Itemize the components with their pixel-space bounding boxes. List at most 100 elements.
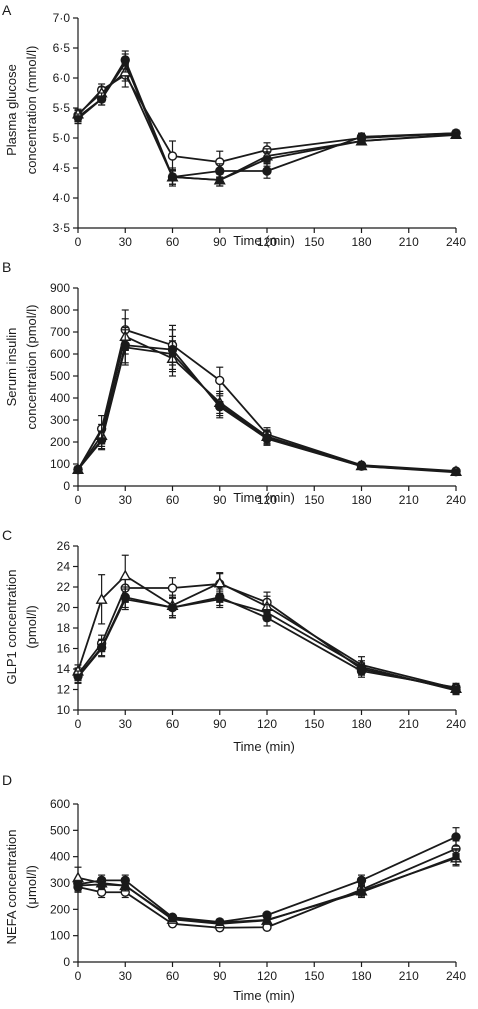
panel-d-series-line xyxy=(77,855,457,924)
panel-d-plot: 0 30 60 90 120 150 180 210 240 0 100 200 300 400 500 60… xyxy=(50,797,466,983)
panel-c-point-open-circle xyxy=(167,583,178,593)
panel-b-letter: B xyxy=(2,259,11,275)
panel-b-y-tick-label: 500 xyxy=(50,369,70,383)
panel-b-ylabel-line2: concentration (pmol/l) xyxy=(24,305,39,430)
panel-d-x-tick-label: 30 xyxy=(119,969,133,983)
panel-c-series-filled-square xyxy=(74,588,460,696)
panel-b-series-open-circle xyxy=(73,309,461,476)
panel-a-y-tick-label: 7·0 xyxy=(53,11,71,25)
panel-d-series-filled-square xyxy=(74,848,460,927)
panel-d-point-filled-square xyxy=(74,882,82,890)
panel-d-series-line xyxy=(77,857,457,925)
panel-c-x-tick-label: 120 xyxy=(257,717,277,731)
panel-c-x-tick-label: 60 xyxy=(166,717,180,731)
panel-a-x-tick-label: 30 xyxy=(119,235,133,249)
panel-d-point-filled-circle xyxy=(356,875,367,886)
panel-d-point-filled-square xyxy=(263,916,271,924)
panel-d-x-tick-label: 210 xyxy=(399,969,419,983)
panel-b-series-line xyxy=(77,346,457,474)
panel-b-x-tick-label: 90 xyxy=(213,493,227,507)
panel-a-letter: A xyxy=(2,2,12,18)
panel-b-point-filled-square xyxy=(263,434,271,442)
panel-c-series-line xyxy=(77,574,457,690)
panel-b-y-tick-label: 300 xyxy=(50,413,70,427)
panel-b-series-line xyxy=(77,344,457,473)
panel-d-letter: D xyxy=(2,772,12,788)
panel-d-point-filled-square xyxy=(168,914,177,923)
panel-c-x-tick-label: 210 xyxy=(399,717,419,731)
panel-b-x-tick-label: 30 xyxy=(119,493,133,507)
panel-a-x-tick-label: 150 xyxy=(304,235,324,249)
panel-d-y-tick-label: 600 xyxy=(50,797,70,811)
panel-a-point-filled-square xyxy=(357,137,366,145)
panel-d-y-tick-label: 100 xyxy=(50,929,70,943)
panel-c-xlabel: Time (min) xyxy=(233,739,295,754)
panel-b-y-tick-label: 900 xyxy=(50,281,70,295)
panel-a-y-tick-label: 6·0 xyxy=(53,71,71,85)
panel-b-series-line xyxy=(77,335,457,473)
panel-d-y-tick-label: 200 xyxy=(50,902,70,916)
panel-c-x-tick-label: 0 xyxy=(75,717,82,731)
panel-b-x-tick-label: 180 xyxy=(351,493,371,507)
panel-b-x-tick-label: 120 xyxy=(257,493,277,507)
panel-a-x-tick-label: 90 xyxy=(213,235,227,249)
panel-d-point-filled-circle xyxy=(451,832,461,842)
panel-a-point-filled-square xyxy=(216,176,224,184)
panel-d-point-filled-square xyxy=(452,853,460,861)
panel-d-xlabel: Time (min) xyxy=(233,988,295,1003)
panel-a-x-tick-label: 180 xyxy=(351,235,371,249)
panel-a-x-tick-label: 0 xyxy=(75,235,82,249)
panel-a-plot: 0 30 60 90 120 150 180 210 240 3·5 4·0 4·5 5·0 5·5 6·0… xyxy=(53,11,467,249)
panel-d-x-tick-label: 120 xyxy=(257,969,277,983)
panel-a-point-filled-circle xyxy=(262,166,272,176)
panel-a-point-filled-square xyxy=(74,115,82,123)
panel-b-point-filled-square xyxy=(452,468,460,476)
panel-a-y-tick-label: 4·5 xyxy=(53,161,71,175)
panel-a-y-tick-label: 5·5 xyxy=(53,101,71,115)
panel-c-x-tick-label: 180 xyxy=(351,717,371,731)
panel-a-y-tick-label: 4·0 xyxy=(53,191,71,205)
panel-a: A 0 30 60 90 120 150 180 210 240 3·5 4·0 4·5 5·0 5·5 6… xyxy=(2,2,466,249)
panel-b-y-tick-label: 100 xyxy=(50,457,70,471)
panel-b: B 0 30 60 90 120 150 180 210 240 0 100 200 300 400 500… xyxy=(2,259,466,507)
panel-c-x-tick-label: 150 xyxy=(304,717,324,731)
panel-b-point-filled-square xyxy=(168,350,177,358)
panel-a-x-tick-label: 240 xyxy=(446,235,466,249)
panel-c-y-tick-label: 26 xyxy=(57,539,71,553)
panel-a-point-filled-square xyxy=(263,155,271,163)
panel-a-point-filled-square xyxy=(452,131,460,139)
panel-b-series-open-triangle xyxy=(72,318,462,477)
panel-a-point-open-circle xyxy=(167,151,178,161)
panel-b-y-tick-label: 0 xyxy=(63,479,70,493)
panel-a-point-filled-square xyxy=(121,59,129,67)
panel-c-x-tick-label: 30 xyxy=(119,717,133,731)
panel-d-point-filled-square xyxy=(216,918,224,927)
panel-b-x-tick-label: 60 xyxy=(166,493,180,507)
panel-c-series-line xyxy=(77,598,457,692)
panel-c-y-tick-label: 20 xyxy=(57,601,71,615)
panel-c-point-filled-square xyxy=(263,609,271,617)
panel-d-x-tick-label: 90 xyxy=(213,969,227,983)
panel-c-point-filled-square xyxy=(452,686,460,695)
panel-d-series-line xyxy=(77,836,457,923)
panel-c-y-tick-label: 14 xyxy=(57,662,71,676)
panel-d-ylabel-line1: NEFA concentration xyxy=(4,830,19,945)
panel-b-series-filled-square xyxy=(74,329,460,476)
panel-c-x-tick-label: 90 xyxy=(213,717,227,731)
panel-a-x-tick-label: 210 xyxy=(399,235,419,249)
panel-a-y-tick-label: 5·0 xyxy=(53,131,71,145)
panel-b-point-filled-square xyxy=(121,343,129,351)
panel-c-y-tick-label: 12 xyxy=(57,683,71,697)
panel-d-x-tick-label: 0 xyxy=(75,969,82,983)
panel-c-y-tick-label: 16 xyxy=(57,642,71,656)
panel-a-ylabel-line1: Plasma glucose xyxy=(4,64,19,156)
panel-c-y-tick-label: 22 xyxy=(57,580,71,594)
panel-c-y-tick-label: 18 xyxy=(57,621,71,635)
panel-c-point-filled-square xyxy=(121,595,129,603)
panel-a-xlabel: Time (min) xyxy=(233,233,295,248)
panel-b-point-filled-square xyxy=(98,437,106,445)
panel-d-point-filled-square xyxy=(121,882,129,890)
panel-c-letter: C xyxy=(2,527,12,543)
panel-a-point-filled-square xyxy=(98,95,106,103)
